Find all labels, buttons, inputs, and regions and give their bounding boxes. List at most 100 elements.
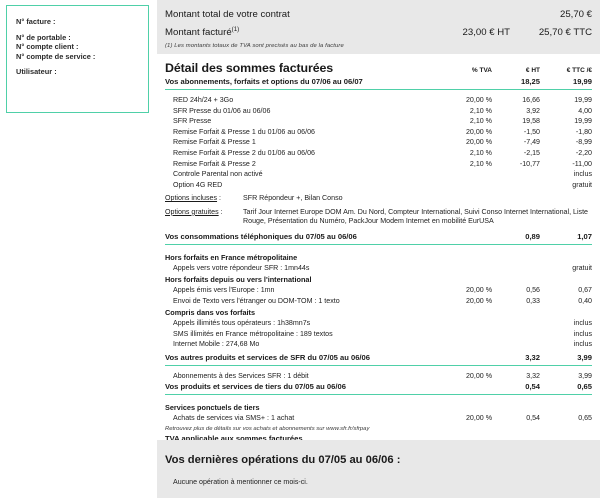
table-row: Appels vers votre répondeur SFR : 1mn44s…	[165, 263, 592, 274]
item-tva: 2,10 %	[469, 117, 492, 126]
item-label: SFR Presse du 01/06 au 06/06	[173, 106, 271, 115]
column-header-ht: € HT	[525, 67, 540, 74]
item-ht: 3,92	[526, 106, 540, 115]
options-included-value: SFR Répondeur +, Bilan Conso	[243, 194, 343, 203]
section-ht-third-party: 0,54	[525, 381, 540, 391]
options-included-label: Options incluses :	[165, 194, 221, 203]
item-label: Appels illimités tous opérateurs : 1h38m…	[173, 319, 311, 328]
item-ttc: 19,99	[574, 96, 592, 105]
item-tva: 20,00 %	[465, 414, 492, 423]
detail-header: Détail des sommes facturées % TVA € HT €…	[165, 54, 592, 77]
item-ttc: gratuit	[572, 264, 592, 273]
item-label: RED 24h/24 + 3Go	[173, 96, 234, 105]
section-title-vat: TVA applicable aux sommes facturées	[165, 433, 303, 443]
field-user: Utilisateur :	[16, 67, 57, 77]
billed-amount-label-text: Montant facturé	[165, 27, 232, 39]
table-row: Envoi de Texto vers l'étranger ou DOM-TO…	[165, 296, 592, 307]
recent-operations-empty-text: Aucune opération à mentionner ce mois-ci…	[173, 478, 308, 486]
item-label: Achats de services via SMS+ : 1 achat	[173, 414, 295, 423]
recent-operations-title: Vos dernières opérations du 07/05 au 06/…	[165, 454, 401, 466]
item-tva: 20,00 %	[465, 96, 492, 105]
summary-banner: Montant total de votre contrat 25,70 € M…	[157, 0, 600, 54]
item-ttc: -8,99	[575, 138, 592, 147]
section-title-subscriptions: Vos abonnements, forfaits et options du …	[165, 77, 363, 86]
item-label: Controle Parental non activé	[173, 170, 263, 179]
item-ht: 0,33	[526, 296, 540, 305]
item-label: Appels émis vers l'Europe : 1mn	[173, 286, 275, 295]
section-title-other-sfr: Vos autres produits et services de SFR d…	[165, 352, 370, 362]
options-free-value: Tarif Jour Internet Europe DOM Am. Du No…	[243, 207, 589, 226]
invoice-detail-panel: Montant total de votre contrat 25,70 € M…	[157, 0, 600, 498]
section-ttc-subscriptions: 19,99	[572, 77, 592, 86]
item-ttc: inclus	[573, 319, 592, 328]
section-total-subscriptions: Vos abonnements, forfaits et options du …	[165, 77, 592, 91]
field-client-account-number: N° compte client :	[16, 42, 79, 52]
item-ht: 3,32	[526, 371, 540, 380]
item-ht: -7,49	[523, 138, 540, 147]
section-total-consumption: Vos consommations téléphoniques du 07/05…	[165, 232, 592, 245]
item-label: Internet Mobile : 274,68 Mo	[173, 340, 260, 349]
field-mobile-number: N° de portable :	[16, 32, 71, 42]
options-free-label-text: Options gratuites	[165, 207, 219, 216]
item-ttc: -1,80	[575, 127, 592, 136]
item-label: Appels vers votre répondeur SFR : 1mn44s	[173, 264, 310, 273]
table-row: SFR Presse 2,10 % 19,58 19,99	[165, 116, 592, 127]
item-label: Remise Forfait & Presse 2	[173, 159, 256, 168]
item-ttc: gratuit	[572, 180, 592, 189]
item-ttc: 0,67	[578, 286, 592, 295]
section-ttc-consumption: 1,07	[577, 231, 592, 241]
item-ttc: -11,00	[572, 159, 592, 168]
section-total-third-party: Vos produits et services de tiers du 07/…	[165, 382, 592, 395]
table-row: Remise Forfait & Presse 1 20,00 % -7,49 …	[165, 137, 592, 148]
section-title-consumption: Vos consommations téléphoniques du 07/05…	[165, 231, 357, 241]
recent-operations-banner: Vos dernières opérations du 07/05 au 06/…	[157, 440, 600, 498]
table-row: Appels émis vers l'Europe : 1mn 20,00 % …	[165, 285, 592, 296]
table-row: Remise Forfait & Presse 2 du 01/06 au 06…	[165, 148, 592, 159]
item-ttc: 0,65	[578, 414, 592, 423]
item-tva: 20,00 %	[465, 296, 492, 305]
billed-amount-label: Montant facturé(1)	[165, 22, 436, 40]
table-row: RED 24h/24 + 3Go 20,00 % 16,66 19,99	[165, 95, 592, 106]
options-included-label-text: Options incluses	[165, 194, 218, 203]
detail-body: Détail des sommes facturées % TVA € HT €…	[157, 54, 600, 477]
section-ttc-other-sfr: 3,99	[577, 352, 592, 362]
contract-total-label: Montant total de votre contrat	[165, 9, 290, 20]
item-ttc: inclus	[573, 170, 592, 179]
section-ttc-third-party: 0,65	[577, 381, 592, 391]
table-row: Controle Parental non activé inclus	[165, 169, 592, 180]
section-ht-subscriptions: 18,25	[520, 77, 540, 86]
third-party-note: Retrouvez plus de détails sur vos achats…	[165, 425, 370, 432]
item-label: SFR Presse	[173, 117, 212, 126]
item-tva: 2,10 %	[469, 149, 492, 158]
item-tva: 20,00 %	[465, 127, 492, 136]
item-ht: 0,56	[526, 286, 540, 295]
account-info-box: N° facture : N° de portable : N° compte …	[6, 5, 149, 113]
section-total-other-sfr: Vos autres produits et services de SFR d…	[165, 353, 592, 366]
section-ht-consumption: 0,89	[525, 231, 540, 241]
subsection-heading-services-ponctuels: Services ponctuels de tiers	[165, 402, 260, 412]
subsection-heading-hors-forfaits-international: Hors forfaits depuis ou vers l'internati…	[165, 274, 312, 284]
table-row: Remise Forfait & Presse 2 2,10 % -10,77 …	[165, 159, 592, 170]
item-label: SMS illimités en France métropolitaine :…	[173, 329, 333, 338]
item-tva: 20,00 %	[465, 286, 492, 295]
item-label: Abonnements à des Services SFR : 1 débit	[173, 371, 309, 380]
table-row: Internet Mobile : 274,68 Mo inclus	[165, 339, 592, 350]
account-info-fields: N° facture : N° de portable : N° compte …	[7, 6, 148, 77]
table-row: Achats de services via SMS+ : 1 achat 20…	[165, 413, 592, 424]
subsection-heading-hors-forfaits-france: Hors forfaits en France métropolitaine	[165, 252, 298, 262]
summary-footnote: (1) Les montants totaux de TVA sont prec…	[165, 43, 344, 50]
item-label: Envoi de Texto vers l'étranger ou DOM-TO…	[173, 296, 340, 305]
subsection-heading-compris-forfaits: Compris dans vos forfaits	[165, 307, 256, 317]
table-row: Option 4G RED gratuit	[165, 180, 592, 191]
billed-amount-footnote-marker: (1)	[231, 26, 240, 33]
section-ht-other-sfr: 3,32	[525, 352, 540, 362]
options-included-block: Options incluses : SFR Répondeur +, Bila…	[165, 194, 592, 203]
field-invoice-number: N° facture :	[16, 17, 56, 26]
field-service-account-number: N° compte de service :	[16, 51, 96, 61]
column-header-tva: % TVA	[471, 67, 492, 74]
item-label: Remise Forfait & Presse 2 du 01/06 au 06…	[173, 149, 315, 158]
contract-total-value: 25,70 €	[559, 9, 592, 20]
item-ttc: 4,00	[578, 106, 592, 115]
item-tva: 2,10 %	[469, 106, 492, 115]
